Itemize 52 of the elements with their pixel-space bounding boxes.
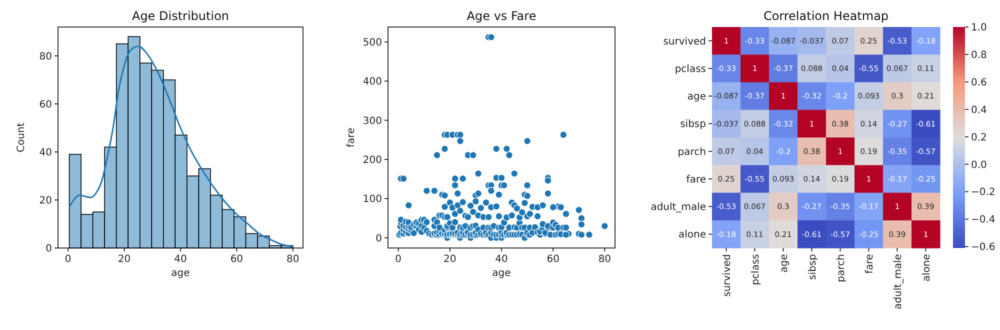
y-axis-title: Count [16,122,27,152]
y-tick-label: 40 [39,147,52,158]
x-tick-label: 80 [598,254,612,265]
y-tick-label: adult_male [650,202,706,214]
y-tick-label: survived [663,36,706,48]
y-tick-label: 0 [376,233,382,244]
y-tick-label: 400 [362,76,382,88]
color-bar-label: −0.4 [971,214,996,226]
x-tick-label: survived [722,254,733,297]
y-tick-label: age [687,92,706,103]
y-tick-label: 200 [362,154,382,166]
y-tick-label: 20 [39,195,52,206]
x-tick-label: 40 [495,254,508,265]
x-tick-label: 40 [174,254,187,265]
x-tick-label: 20 [444,254,456,265]
x-tick-label: 60 [546,254,560,265]
color-bar-label: 0.2 [971,132,987,144]
y-tick-label: 500 [362,37,382,48]
x-tick-label: parch [836,254,847,282]
x-tick-label: 20 [118,254,131,265]
y-tick-label: pclass [674,64,706,75]
y-tick-label: alone [678,230,706,241]
chart-title: Correlation Heatmap [763,9,889,23]
chart-title: Age vs Fare [466,9,536,23]
y-axis-title: fare [346,128,357,148]
color-bar-label: 0.0 [971,160,987,171]
y-tick-label: 60 [39,99,52,110]
x-tick-label: pclass [750,254,762,286]
y-tick-label: 0 [46,244,52,254]
x-tick-label: 0 [64,254,72,265]
x-tick-label: 80 [286,254,300,265]
y-tick-label: 80 [39,51,52,62]
color-bar-label: 0.4 [971,104,987,116]
y-tick-label: fare [686,174,706,186]
line-series [68,45,294,248]
x-tick-label: 60 [230,254,244,265]
y-tick-label: parch [678,146,706,158]
color-bar-label: 1.0 [971,22,987,34]
color-bar-label: 0.8 [971,50,987,61]
y-tick-label: 100 [362,194,382,206]
x-tick-label: fare [864,254,876,274]
color-bar-label: 0.6 [971,77,987,88]
x-tick-label: age [778,254,790,273]
x-tick-label: adult_male [892,254,904,310]
x-tick-label: sibsp [807,254,818,280]
color-bar-label: −0.2 [971,187,996,198]
x-tick-label: alone [921,254,932,282]
y-tick-label: 300 [362,116,382,127]
y-tick-label: sibsp [680,119,706,130]
color-bar-label: −0.6 [971,242,996,254]
x-tick-label: 0 [395,254,402,265]
chart-title: Age Distribution [132,9,230,23]
